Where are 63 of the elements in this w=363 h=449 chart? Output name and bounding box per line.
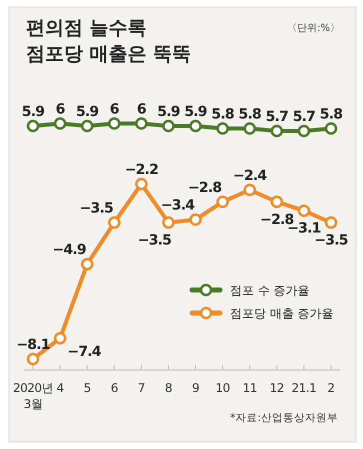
x-tick-label: 6 (110, 381, 118, 395)
data-label: 6 (56, 102, 65, 118)
point (270, 124, 284, 138)
data-label: −3.5 (80, 200, 113, 217)
point (243, 184, 256, 196)
point (108, 117, 121, 130)
data-label: 6 (110, 102, 119, 118)
x-tick-label: 10 (215, 381, 230, 395)
data-label: −8.1 (16, 337, 50, 353)
point (324, 122, 338, 135)
data-label: 5.9 (76, 104, 98, 120)
point (270, 196, 284, 208)
data-label: 5.8 (320, 106, 342, 122)
point (54, 332, 66, 344)
legend-label: 점포 수 증가율 (230, 284, 310, 298)
x-tick-label: 5 (84, 381, 91, 395)
x-tick-label: 2 (327, 381, 335, 395)
point (80, 120, 94, 132)
point (243, 122, 256, 135)
point (189, 120, 202, 132)
data-label: −7.4 (67, 344, 102, 360)
point (26, 120, 40, 132)
data-label: −2.8 (188, 180, 222, 196)
x-tick-label: 21.1 (292, 381, 316, 395)
x-tick-label: 7 (138, 381, 145, 395)
point (80, 258, 94, 270)
data-label: −3.5 (138, 232, 172, 249)
data-label: 5.7 (292, 109, 316, 125)
point (216, 122, 229, 135)
x-tick-label: 8 (164, 381, 172, 395)
data-label: 5.9 (184, 104, 207, 120)
data-label: −2.2 (124, 162, 158, 178)
x-tick-label: 12 (270, 381, 284, 395)
x-tick-label: 11 (242, 381, 257, 395)
data-label: −2.4 (233, 168, 268, 184)
data-label: 5.8 (238, 106, 261, 122)
point (298, 204, 310, 217)
point (135, 178, 148, 190)
x-tick-label: 4 (56, 381, 64, 395)
chart-subtitle: 〈단위:%〉 (287, 23, 340, 34)
x-tick-label: 9 (192, 381, 200, 395)
data-label: 5.9 (22, 104, 44, 120)
data-label: 5.8 (211, 106, 234, 122)
data-label: 6 (136, 102, 146, 118)
data-label: 5.9 (157, 104, 180, 120)
point (162, 216, 175, 229)
point (189, 213, 202, 226)
point (162, 120, 175, 132)
data-label: −4.9 (52, 242, 86, 258)
point (54, 117, 66, 130)
chart-title: 편의점 늘수록 점포당 매출은 뚝뚝 (26, 17, 192, 65)
data-label: −3.5 (314, 232, 348, 249)
point (298, 124, 310, 138)
point (324, 216, 338, 229)
point (135, 117, 148, 130)
data-label: 5.7 (266, 109, 288, 125)
legend-label: 점포당 매출 증가율 (230, 306, 334, 320)
text: *자료:산업통상자원부 (230, 412, 338, 424)
x-tick-label: 2020년 3월 (12, 381, 54, 411)
point (26, 352, 40, 366)
point (216, 196, 229, 208)
data-label: −3.4 (160, 198, 196, 214)
point (108, 216, 121, 229)
